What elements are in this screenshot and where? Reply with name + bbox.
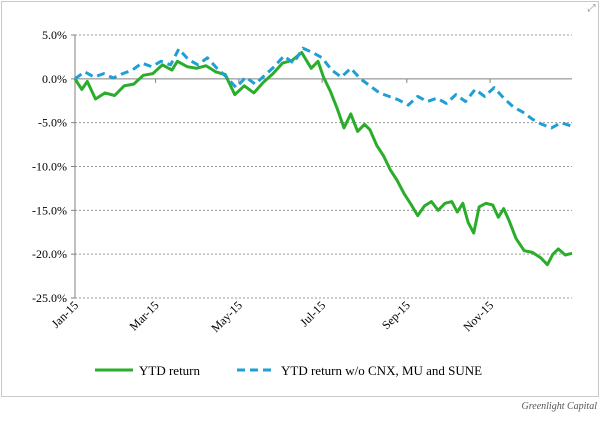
y-tick-labels: 5.0% 0.0% -5.0% -10.0% -15.0% -20.0% -25.0% — [32, 28, 67, 305]
x-tick-label: Nov-15 — [460, 298, 496, 334]
grid-lines — [75, 34, 572, 299]
series-lines — [73, 46, 573, 267]
expand-icon[interactable]: ⤢ — [587, 3, 596, 14]
chart-frame — [1, 1, 599, 397]
source-credit: Greenlight Capital — [521, 401, 597, 412]
legend: YTD return YTD return w/o CNX, MU and SUN… — [95, 363, 482, 378]
y-tick-label: -15.0% — [32, 203, 67, 217]
x-tick-labels: Jan-15 Mar-15 May-15 Jul-15 Sep-15 Nov-15 — [49, 298, 497, 335]
legend-label: YTD return w/o CNX, MU and SUNE — [281, 363, 482, 378]
y-tick-label: -20.0% — [32, 247, 67, 261]
x-tick-label: Jul-15 — [297, 298, 328, 329]
y-tick-label: 0.0% — [42, 72, 67, 86]
series-line-ytd-return-ex — [74, 46, 573, 130]
legend-label: YTD return — [139, 363, 201, 378]
y-tick-label: -25.0% — [32, 291, 67, 305]
y-tick-label: 5.0% — [42, 28, 67, 42]
series-line-ytd-return — [73, 51, 573, 267]
x-tick-label: Mar-15 — [127, 298, 162, 333]
x-tick-label: Sep-15 — [379, 298, 413, 332]
y-tick-label: -10.0% — [32, 160, 67, 174]
x-tick-label: May-15 — [208, 298, 245, 335]
y-tick-label: -5.0% — [38, 116, 67, 130]
